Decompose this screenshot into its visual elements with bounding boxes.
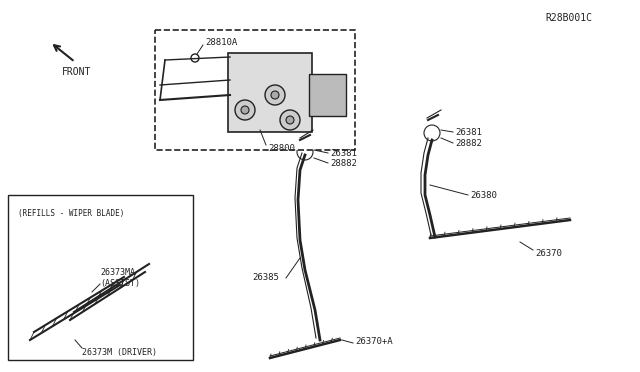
Circle shape: [271, 91, 279, 99]
Text: 26381: 26381: [330, 148, 357, 157]
FancyBboxPatch shape: [155, 30, 355, 150]
Text: 26370+A: 26370+A: [355, 337, 392, 346]
Circle shape: [424, 125, 440, 141]
Text: FRONT: FRONT: [62, 67, 92, 77]
Circle shape: [280, 110, 300, 130]
Circle shape: [297, 144, 313, 160]
Circle shape: [286, 116, 294, 124]
Circle shape: [427, 128, 437, 138]
Text: 28800: 28800: [268, 144, 295, 153]
FancyBboxPatch shape: [228, 53, 312, 132]
Text: 26370: 26370: [535, 248, 562, 257]
Circle shape: [265, 85, 285, 105]
Text: 26381: 26381: [455, 128, 482, 137]
Circle shape: [300, 147, 310, 157]
Circle shape: [235, 100, 255, 120]
Circle shape: [191, 54, 199, 62]
FancyBboxPatch shape: [8, 195, 193, 360]
Circle shape: [241, 106, 249, 114]
Text: 26373MA
(ASSIST): 26373MA (ASSIST): [100, 268, 140, 288]
Text: 28882: 28882: [330, 158, 357, 167]
Text: (REFILLS - WIPER BLADE): (REFILLS - WIPER BLADE): [18, 208, 124, 218]
Text: 26385: 26385: [252, 273, 279, 282]
FancyBboxPatch shape: [309, 74, 346, 116]
Text: R28B001C: R28B001C: [545, 13, 592, 23]
Text: 28810A: 28810A: [205, 38, 237, 46]
Text: 26380: 26380: [470, 190, 497, 199]
Text: 28882: 28882: [455, 138, 482, 148]
Text: 26373M (DRIVER): 26373M (DRIVER): [82, 347, 157, 356]
